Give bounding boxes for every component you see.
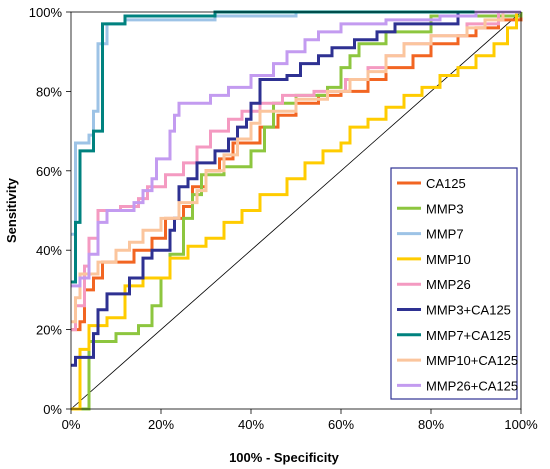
series-line-mmp10 <box>71 10 521 411</box>
series-line-mmp7-plus-ca125 <box>71 10 521 284</box>
series-line-mmp3-plus-ca125 <box>71 10 521 367</box>
x-tick-label: 80% <box>418 417 444 432</box>
series-line-mmp10-plus-ca125 <box>71 10 521 324</box>
y-tick-label: 20% <box>36 323 62 338</box>
series-line-mmp3 <box>71 12 523 411</box>
legend-label: MMP26+CA125 <box>426 378 518 393</box>
x-tick-label: 0% <box>62 417 81 432</box>
legend-label: CA125 <box>426 176 466 191</box>
x-tick-label: 20% <box>148 417 174 432</box>
y-tick-label: 80% <box>36 84 62 99</box>
legend-label: MMP7+CA125 <box>426 328 511 343</box>
y-tick-label: 40% <box>36 243 62 258</box>
reference-diagonal-line <box>70 11 522 410</box>
y-tick-label: 0% <box>43 402 62 417</box>
legend: CA125 MMP3 MMP7 MMP10 MMP26 MMP3+CA125 MMP7+CA… <box>390 167 518 400</box>
legend-label: MMP26 <box>426 277 471 292</box>
series-line-mmp26-plus-ca125 <box>71 10 521 288</box>
y-axis-title: Sensitivity <box>4 177 19 243</box>
plot-frame <box>70 11 522 410</box>
x-tick-label: 60% <box>328 417 354 432</box>
x-tick-label: 100% <box>504 417 538 432</box>
axes: 0% 20% 40% 60% 80% 100% 0% 20% 40% 60% 80% 100% <box>29 5 538 432</box>
x-axis-title: 100% - Specificity <box>229 450 340 465</box>
y-tick-label: 60% <box>36 164 62 179</box>
legend-label: MMP10 <box>426 252 471 267</box>
legend-label: MMP10+CA125 <box>426 353 518 368</box>
legend-label: MMP7 <box>426 227 464 242</box>
y-tick-label: 100% <box>29 5 63 20</box>
legend-label: MMP3+CA125 <box>426 303 511 318</box>
x-tick-label: 40% <box>238 417 264 432</box>
legend-label: MMP3 <box>426 201 464 216</box>
plot-area <box>70 10 523 411</box>
